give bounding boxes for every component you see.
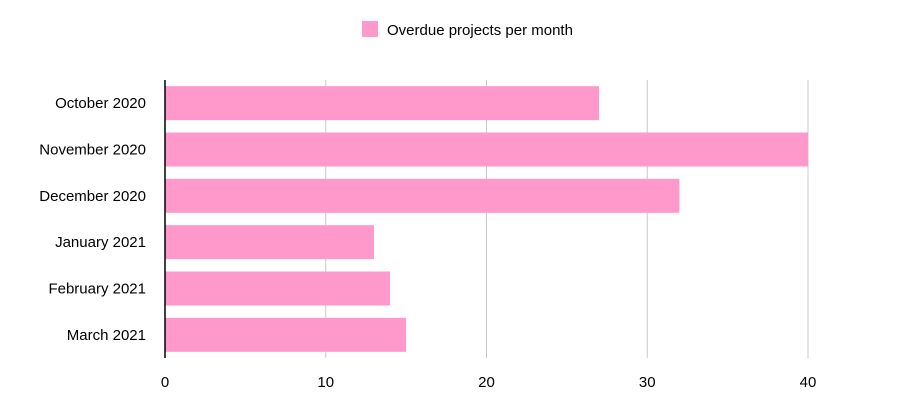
bar (165, 132, 808, 167)
category-label: January 2021 (55, 234, 146, 251)
bar (165, 317, 407, 352)
bars (165, 86, 808, 352)
category-label: February 2021 (48, 281, 146, 298)
gridlines (325, 80, 809, 358)
category-label: November 2020 (39, 142, 146, 159)
bar (165, 178, 680, 213)
x-tick-label: 0 (161, 374, 169, 391)
category-label: October 2020 (55, 95, 146, 112)
x-tick-label: 20 (478, 374, 495, 391)
x-tick-label: 10 (317, 374, 334, 391)
legend: Overdue projects per month (362, 21, 573, 39)
category-label: March 2021 (67, 327, 146, 344)
category-label: December 2020 (39, 188, 146, 205)
x-tick-labels: 0 10 20 30 40 (161, 374, 817, 391)
legend-label: Overdue projects per month (387, 22, 573, 39)
bar (165, 225, 374, 260)
category-labels: October 2020 November 2020 December 2020 Ja… (39, 95, 146, 344)
x-tick-label: 40 (800, 374, 817, 391)
legend-swatch (362, 21, 378, 37)
x-tick-label: 30 (639, 374, 656, 391)
bar (165, 86, 600, 121)
bar (165, 271, 391, 306)
